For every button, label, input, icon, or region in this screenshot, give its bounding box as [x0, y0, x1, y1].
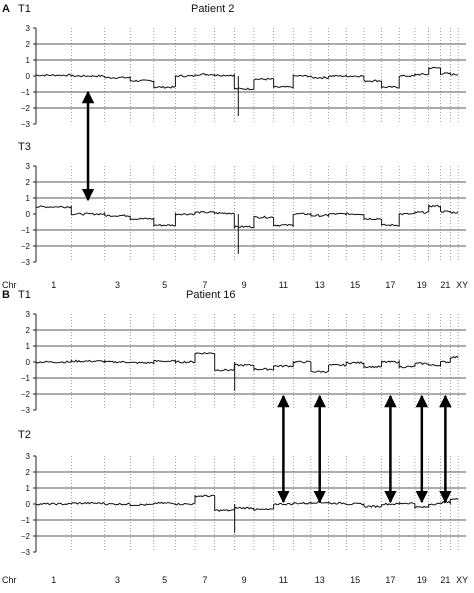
- chr-tick-label: 11: [279, 280, 288, 290]
- y-tick-label: 3: [26, 24, 31, 33]
- chr-tick-label: 5: [162, 280, 167, 290]
- chr-tick-label: 1: [51, 575, 56, 585]
- chr-tick-label: 7: [202, 575, 207, 585]
- panel-a-title: Patient 2: [191, 3, 234, 15]
- y-tick-label: −1: [21, 88, 31, 97]
- chr-axis-label-a: Chr: [2, 280, 17, 290]
- profile-trace: [35, 494, 459, 512]
- y-tick-label: −3: [21, 548, 31, 557]
- profile-trace: [35, 203, 459, 230]
- chr-axis-label-b: Chr: [2, 575, 17, 585]
- chr-tick-label: 9: [242, 575, 247, 585]
- chr-tick-label: 7: [202, 280, 207, 290]
- chr-tick-label: 19: [417, 575, 427, 585]
- y-tick-label: 3: [26, 452, 31, 461]
- arrows-layer: [81, 90, 452, 504]
- chr-tick-label: 13: [315, 280, 325, 290]
- chr-tick-label: 17: [385, 575, 395, 585]
- track-a-t3: −3 −2 −1 0 1 2 3: [21, 162, 466, 267]
- y-tick-label: 2: [26, 468, 31, 477]
- y-tick-label: 1: [26, 342, 31, 351]
- chr-tick-label: XY: [456, 575, 468, 585]
- chr-ticks-b: 1 3 5 7 9 11 13 15 17 19 21 XY: [51, 575, 468, 585]
- chr-tick-label: 15: [350, 280, 360, 290]
- chr-tick-label: 13: [315, 575, 325, 585]
- y-tick-label: −2: [21, 532, 31, 541]
- y-tick-label: 0: [26, 210, 31, 219]
- chr-tick-label: XY: [456, 280, 468, 290]
- chr-tick-label: 17: [385, 280, 395, 290]
- chr-tick-label: 21: [440, 280, 450, 290]
- chr-tick-label: 1: [51, 280, 56, 290]
- panel-a-top-label: T1: [18, 3, 31, 15]
- y-tick-label: 1: [26, 56, 31, 65]
- y-tick-label: 1: [26, 484, 31, 493]
- chr-tick-label: 9: [242, 280, 247, 290]
- chr-tick-label: 3: [115, 280, 120, 290]
- profile-trace: [35, 352, 459, 374]
- y-tick-label: −1: [21, 516, 31, 525]
- panel-b-title: Patient 16: [186, 289, 236, 301]
- y-tick-label: −3: [21, 406, 31, 415]
- y-tick-label: −3: [21, 258, 31, 267]
- panel-b-top-label: T1: [18, 289, 31, 301]
- panel-a-letter: A: [2, 3, 10, 15]
- chr-tick-label: 3: [115, 575, 120, 585]
- y-tick-label: −2: [21, 104, 31, 113]
- y-tick-label: 0: [26, 358, 31, 367]
- y-tick-label: −2: [21, 242, 31, 251]
- y-tick-label: 2: [26, 178, 31, 187]
- y-tick-label: −1: [21, 226, 31, 235]
- y-tick-label: −3: [21, 120, 31, 129]
- y-tick-label: 3: [26, 310, 31, 319]
- panel-b-bottom-label: T2: [18, 429, 31, 441]
- track-b-t1: −3 −2 −1 0 1 2 3: [21, 310, 466, 415]
- y-tick-label: 2: [26, 326, 31, 335]
- chr-tick-label: 21: [440, 575, 450, 585]
- y-tick-label: 2: [26, 40, 31, 49]
- chr-ticks-a: 1 3 5 7 9 11 13 15 17 19 21 XY: [51, 280, 468, 290]
- y-tick-label: −1: [21, 374, 31, 383]
- track-a-t1: −3 −2 −1 0 1 2 3: [21, 24, 466, 129]
- panel-a-bottom-label: T3: [18, 141, 31, 153]
- chr-tick-label: 11: [279, 575, 288, 585]
- y-tick-label: 0: [26, 72, 31, 81]
- y-tick-label: 1: [26, 194, 31, 203]
- chr-tick-label: 19: [417, 280, 427, 290]
- track-b-t2: −3 −2 −1 0 1 2 3: [21, 452, 466, 557]
- y-tick-label: 0: [26, 500, 31, 509]
- y-tick-label: 3: [26, 162, 31, 171]
- chr-tick-label: 15: [350, 575, 360, 585]
- profile-trace: [35, 66, 459, 91]
- chr-tick-label: 5: [162, 575, 167, 585]
- panel-b-letter: B: [2, 289, 10, 301]
- y-tick-label: −2: [21, 390, 31, 399]
